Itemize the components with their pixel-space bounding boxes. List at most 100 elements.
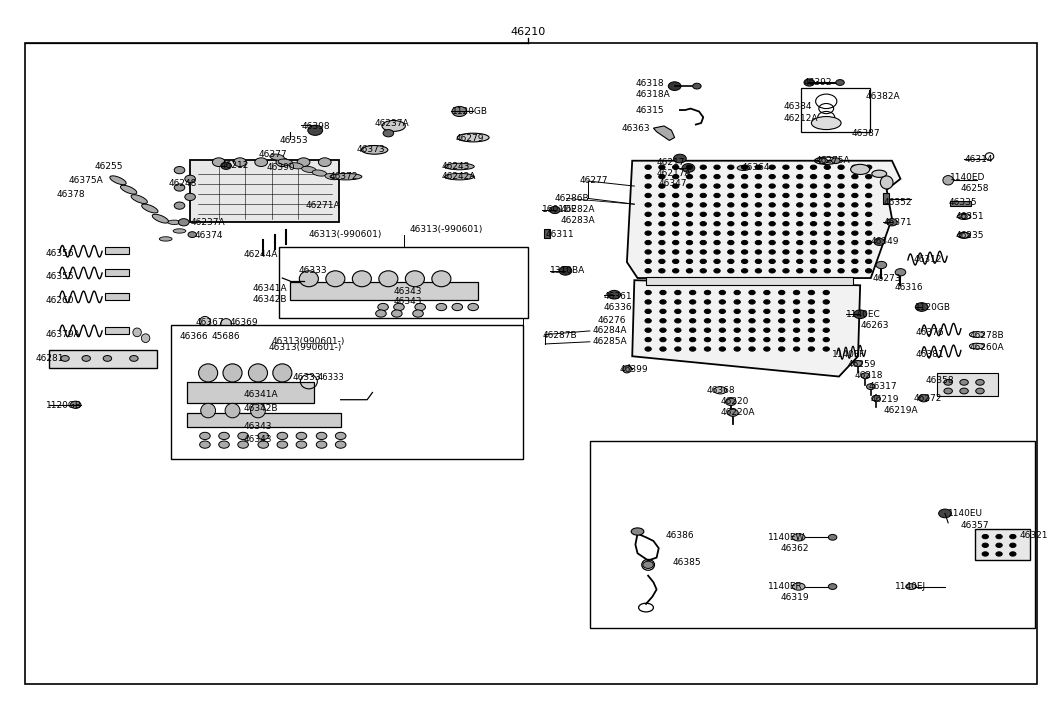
Ellipse shape (880, 176, 893, 189)
Ellipse shape (208, 329, 219, 340)
Circle shape (221, 162, 232, 169)
Circle shape (645, 337, 652, 342)
Circle shape (660, 318, 667, 323)
Text: 46341A: 46341A (243, 390, 277, 399)
Circle shape (796, 222, 803, 226)
Circle shape (793, 300, 799, 304)
Ellipse shape (792, 534, 805, 541)
Circle shape (838, 184, 844, 188)
Circle shape (944, 388, 952, 394)
Text: 46311: 46311 (545, 230, 574, 239)
Circle shape (828, 534, 837, 540)
Circle shape (645, 269, 652, 273)
Circle shape (960, 233, 968, 238)
Circle shape (728, 174, 735, 179)
Circle shape (687, 193, 693, 198)
Ellipse shape (969, 343, 984, 349)
Circle shape (693, 83, 702, 89)
Circle shape (796, 241, 803, 245)
Circle shape (383, 129, 393, 137)
Circle shape (976, 379, 984, 385)
Circle shape (838, 231, 844, 236)
Circle shape (645, 212, 652, 217)
Text: 46341A: 46341A (253, 284, 287, 294)
Text: 46352: 46352 (883, 198, 912, 207)
Circle shape (675, 337, 681, 342)
Ellipse shape (313, 170, 326, 176)
Circle shape (701, 222, 707, 226)
Circle shape (720, 318, 726, 323)
Circle shape (735, 300, 740, 304)
Circle shape (705, 318, 711, 323)
Circle shape (277, 433, 288, 440)
Circle shape (720, 309, 726, 313)
Circle shape (804, 79, 814, 86)
Circle shape (824, 250, 830, 254)
Circle shape (701, 165, 707, 169)
Text: 46286B: 46286B (555, 194, 590, 203)
Circle shape (608, 290, 621, 299)
Circle shape (861, 373, 870, 379)
Text: 46278B: 46278B (969, 332, 1003, 340)
Circle shape (714, 184, 721, 188)
Text: 46318: 46318 (636, 79, 664, 88)
Circle shape (174, 166, 185, 174)
Bar (187, 382, 315, 403)
Circle shape (996, 543, 1002, 547)
Text: 46237A: 46237A (190, 218, 224, 227)
Circle shape (705, 328, 711, 332)
Ellipse shape (302, 166, 316, 172)
Circle shape (720, 347, 726, 351)
Circle shape (763, 309, 770, 313)
Circle shape (996, 552, 1002, 556)
Circle shape (793, 337, 799, 342)
Circle shape (763, 300, 770, 304)
Circle shape (782, 231, 789, 236)
Circle shape (918, 395, 929, 402)
Text: 46353: 46353 (280, 136, 308, 145)
Text: 46272: 46272 (913, 394, 942, 403)
Bar (937, 373, 998, 396)
Circle shape (728, 193, 735, 198)
Bar (646, 276, 853, 285)
Circle shape (808, 290, 814, 294)
Circle shape (748, 337, 755, 342)
Circle shape (669, 81, 681, 90)
Circle shape (673, 212, 679, 217)
Circle shape (838, 165, 844, 169)
Circle shape (728, 269, 735, 273)
Circle shape (851, 231, 858, 236)
Circle shape (690, 290, 696, 294)
Ellipse shape (273, 364, 292, 382)
Circle shape (735, 328, 740, 332)
Circle shape (675, 290, 681, 294)
Circle shape (687, 250, 693, 254)
Circle shape (673, 193, 679, 198)
Circle shape (769, 193, 775, 198)
Circle shape (769, 260, 775, 264)
Circle shape (297, 441, 307, 449)
Text: 46313(990601-): 46313(990601-) (269, 343, 342, 352)
Text: 46351: 46351 (956, 212, 984, 221)
Text: 46235: 46235 (956, 230, 984, 240)
Text: 46361: 46361 (604, 292, 632, 301)
Text: 46373: 46373 (356, 145, 385, 154)
Text: 46271A: 46271A (306, 201, 340, 210)
Circle shape (851, 165, 858, 169)
Circle shape (436, 303, 446, 310)
Text: 46279: 46279 (455, 134, 484, 143)
Circle shape (782, 260, 789, 264)
Circle shape (728, 231, 735, 236)
Circle shape (819, 158, 827, 164)
Circle shape (755, 250, 761, 254)
Text: 46366: 46366 (180, 332, 208, 341)
Ellipse shape (168, 220, 181, 225)
Circle shape (769, 212, 775, 217)
Ellipse shape (326, 270, 344, 286)
Circle shape (865, 222, 872, 226)
Circle shape (865, 174, 872, 179)
Circle shape (687, 241, 693, 245)
Circle shape (982, 543, 989, 547)
Circle shape (714, 231, 721, 236)
Circle shape (823, 347, 829, 351)
